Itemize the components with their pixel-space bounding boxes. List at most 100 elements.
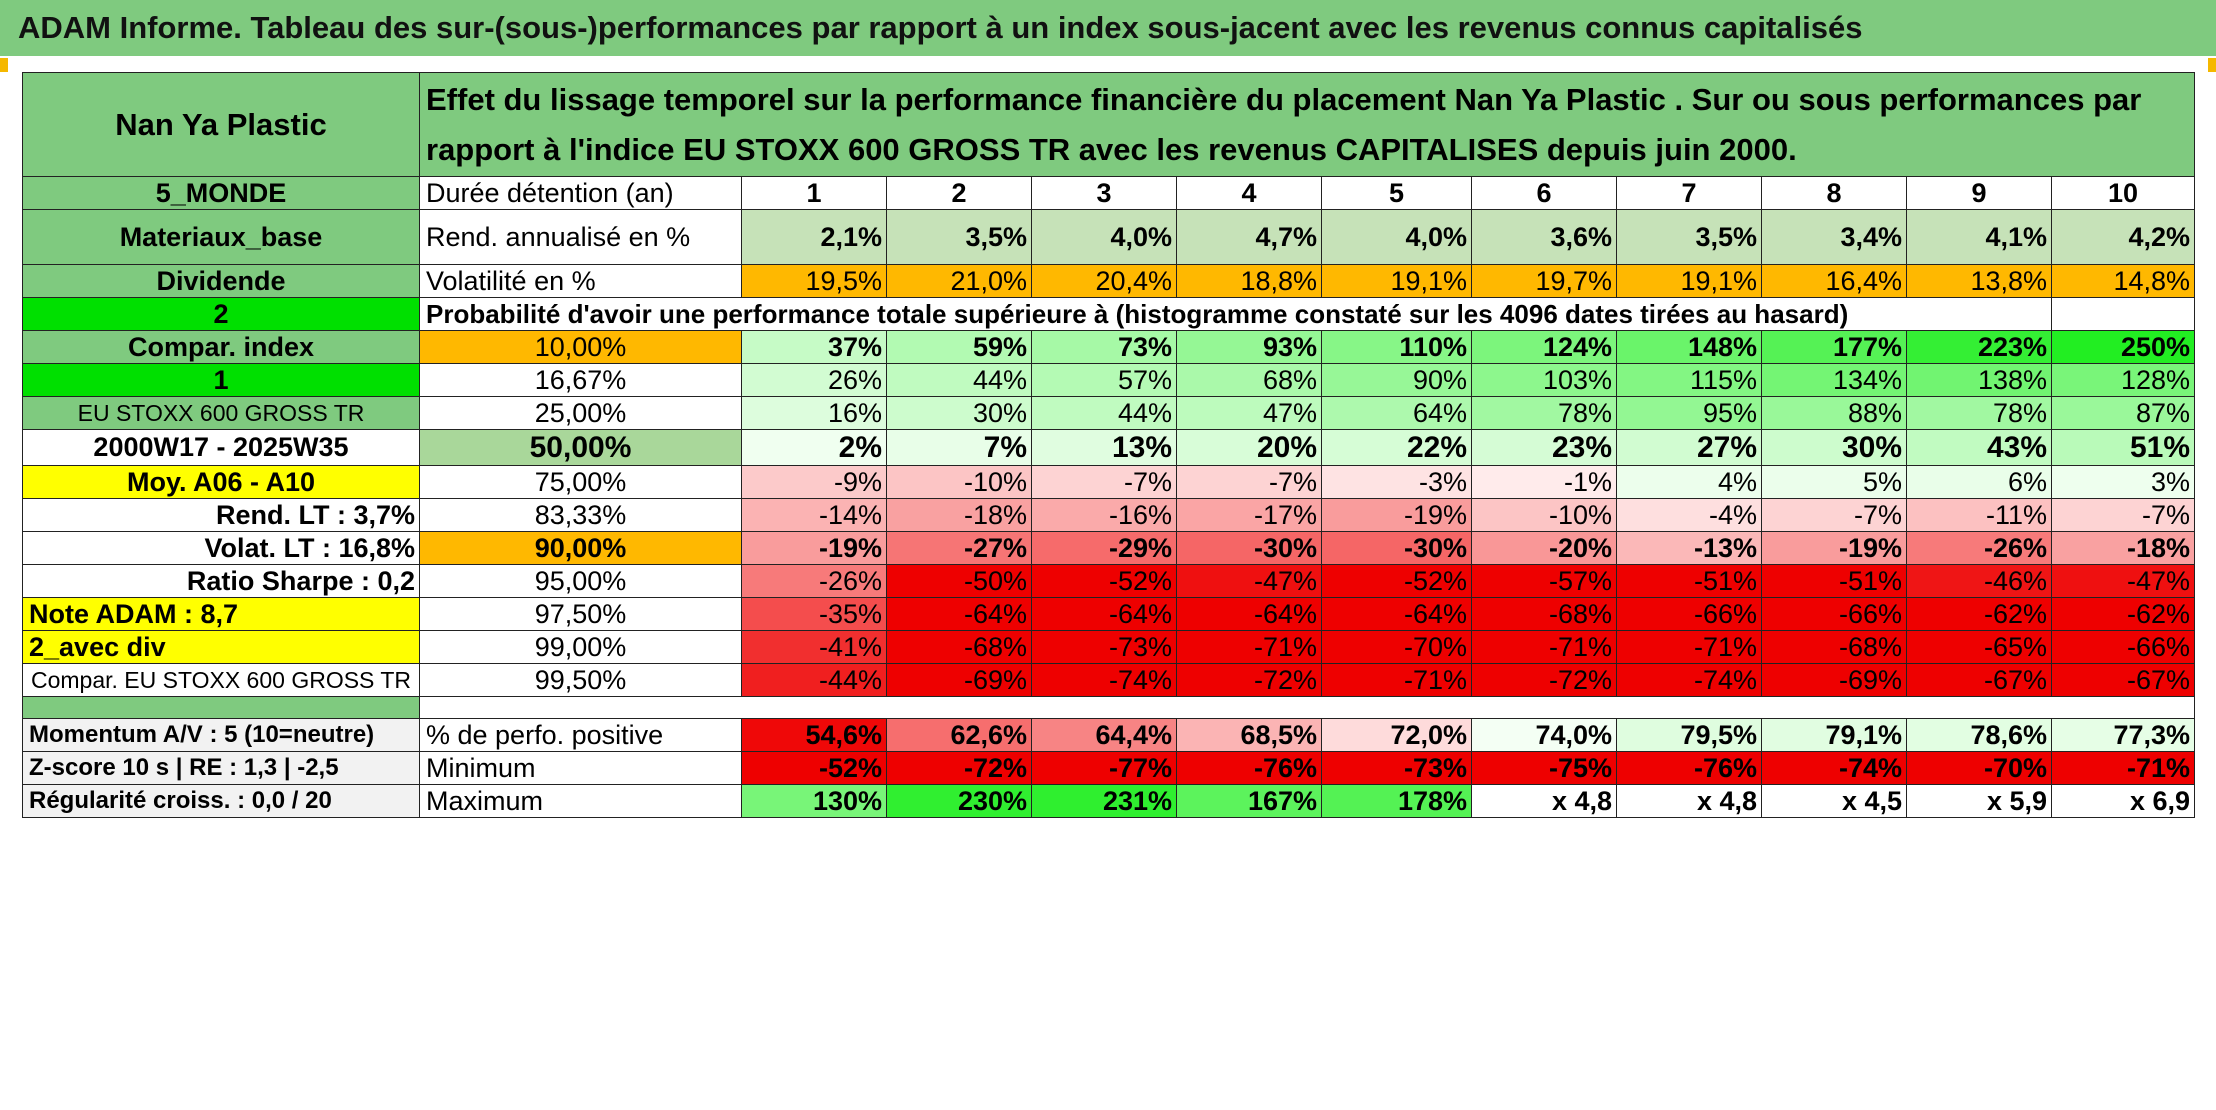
quantile-percent: 50,00% (419, 429, 742, 466)
summary-value: -77% (1031, 751, 1177, 785)
summary-value: -76% (1176, 751, 1322, 785)
performance-value: -18% (2051, 531, 2195, 565)
return-value: 4,2% (2051, 209, 2195, 265)
performance-value: -9% (741, 465, 887, 499)
performance-value: -30% (1321, 531, 1472, 565)
quantile-percent: 83,33% (419, 498, 742, 532)
year-header: 5 (1321, 176, 1472, 210)
year-header: 2 (886, 176, 1032, 210)
return-value: 4,1% (1906, 209, 2052, 265)
performance-value: 20% (1176, 429, 1322, 466)
performance-value: -71% (1321, 663, 1472, 697)
summary-left-label: Régularité croiss. : 0,0 / 20 (22, 784, 420, 818)
corner-marker (0, 58, 8, 72)
performance-value: -26% (1906, 531, 2052, 565)
performance-value: 88% (1761, 396, 1907, 430)
summary-row: Momentum A/V : 5 (10=neutre)% de perfo. … (22, 718, 2195, 752)
performance-value: -64% (886, 597, 1032, 631)
quantile-left-label: Compar. EU STOXX 600 GROSS TR (22, 663, 420, 697)
cell (419, 696, 2195, 719)
summary-value: -72% (886, 751, 1032, 785)
performance-value: -13% (1616, 531, 1762, 565)
row-label: Maximum (419, 784, 742, 818)
summary-value: 68,5% (1176, 718, 1322, 752)
report-title: ADAM Informe. Tableau des sur-(sous-)per… (0, 0, 2216, 56)
performance-value: 27% (1616, 429, 1762, 466)
performance-value: -65% (1906, 630, 2052, 664)
quantile-row: 1 16,67% 26% 44% 57% 68% 90% 103% 115% 134% 138% 12… (22, 363, 2195, 397)
summary-value: 79,5% (1616, 718, 1762, 752)
performance-value: 95% (1616, 396, 1762, 430)
performance-value: -52% (1031, 564, 1177, 598)
performance-value: -62% (2051, 597, 2195, 631)
summary-value: 77,3% (2051, 718, 2195, 752)
performance-value: -46% (1906, 564, 2052, 598)
years-row: 5_MONDE Durée détention (an) 1 2 3 4 5 6 7 8 9 10 (22, 176, 2195, 210)
quantile-left-label: 2_avec div (22, 630, 420, 664)
summary-value: -75% (1471, 751, 1617, 785)
performance-value: 138% (1906, 363, 2052, 397)
cell (22, 696, 420, 719)
performance-value: -35% (741, 597, 887, 631)
volatility-value: 19,5% (741, 264, 887, 298)
performance-value: -44% (741, 663, 887, 697)
performance-value: -17% (1176, 498, 1322, 532)
quantile-row: Compar. index 10,00% 37% 59% 73% 93% 110% 124% 1… (22, 330, 2195, 364)
quantile-row: Compar. EU STOXX 600 GROSS TR 99,50% -44% -… (22, 663, 2195, 697)
performance-value: 16% (741, 396, 887, 430)
performance-value: -62% (1906, 597, 2052, 631)
performance-value: -66% (1761, 597, 1907, 631)
summary-left-label: Z-score 10 s | RE : 1,3 | -2,5 (22, 751, 420, 785)
quantile-percent: 75,00% (419, 465, 742, 499)
corner-marker (2208, 58, 2216, 72)
year-header: 3 (1031, 176, 1177, 210)
quantile-left-label: Note ADAM : 8,7 (22, 597, 420, 631)
quantile-left-label: Volat. LT : 16,8% (22, 531, 420, 565)
performance-value: 22% (1321, 429, 1472, 466)
quantile-row: EU STOXX 600 GROSS TR 25,00% 16% 30% 44% 47% 6… (22, 396, 2195, 430)
performance-value: 78% (1906, 396, 2052, 430)
return-row: Materiaux_base Rend. annualisé en % 2,1% 3,… (22, 209, 2195, 265)
performance-value: -67% (1906, 663, 2052, 697)
summary-value: 78,6% (1906, 718, 2052, 752)
performance-value: -74% (1031, 663, 1177, 697)
row-label: Rend. annualisé en % (419, 209, 742, 265)
performance-value: -51% (1616, 564, 1762, 598)
probability-row: 2 Probabilité d'avoir une performance tot… (22, 297, 2195, 331)
performance-value: 177% (1761, 330, 1907, 364)
summary-row: Régularité croiss. : 0,0 / 20 Maximum 130%… (22, 784, 2195, 818)
summary-value: x 4,8 (1616, 784, 1762, 818)
performance-value: 134% (1761, 363, 1907, 397)
performance-table: Nan Ya Plastic Effet du lissage temporel … (22, 72, 2195, 818)
performance-value: -73% (1031, 630, 1177, 664)
year-header: 4 (1176, 176, 1322, 210)
performance-value: -71% (1176, 630, 1322, 664)
performance-value: 57% (1031, 363, 1177, 397)
performance-value: 93% (1176, 330, 1322, 364)
quantile-row: 2_avec div 99,00% -41% -68% -73% -71% -70% -71%… (22, 630, 2195, 664)
return-value: 4,0% (1031, 209, 1177, 265)
summary-value: 178% (1321, 784, 1472, 818)
table-heading: Effet du lissage temporel sur la perform… (419, 72, 2195, 177)
return-value: 3,5% (886, 209, 1032, 265)
quantile-left-label: 2000W17 - 2025W35 (22, 429, 420, 466)
performance-value: 30% (1761, 429, 1907, 466)
performance-value: -47% (1176, 564, 1322, 598)
performance-value: -10% (886, 465, 1032, 499)
summary-value: 74,0% (1471, 718, 1617, 752)
performance-value: -30% (1176, 531, 1322, 565)
summary-value: 64,4% (1031, 718, 1177, 752)
performance-value: -18% (886, 498, 1032, 532)
performance-value: 43% (1906, 429, 2052, 466)
quantile-left-label: Moy. A06 - A10 (22, 465, 420, 499)
performance-value: 78% (1471, 396, 1617, 430)
row-label: Minimum (419, 751, 742, 785)
summary-value: 79,1% (1761, 718, 1907, 752)
performance-value: 90% (1321, 363, 1472, 397)
performance-value: 2% (741, 429, 887, 466)
performance-value: -19% (1321, 498, 1472, 532)
quantile-percent: 97,50% (419, 597, 742, 631)
performance-value: 64% (1321, 396, 1472, 430)
performance-value: 87% (2051, 396, 2195, 430)
performance-value: 250% (2051, 330, 2195, 364)
